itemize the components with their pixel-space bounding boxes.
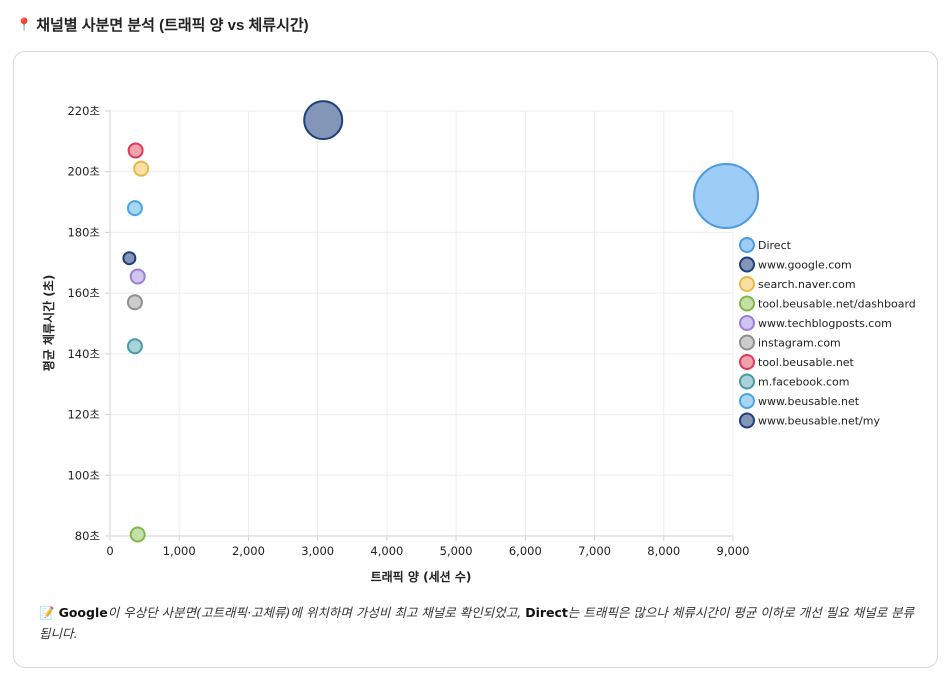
chart-card: [13, 51, 938, 668]
bubble-point[interactable]: [126, 294, 143, 311]
insight-note: 📝 Google이 우상단 사분면(고트래픽·고체류)에 위치하며 가성비 최고…: [39, 602, 919, 644]
y-tick-label: 100초: [67, 468, 100, 482]
legend-label[interactable]: www.google.com: [758, 259, 852, 272]
x-tick-label: 8,000: [647, 544, 680, 558]
legend-swatch: [739, 276, 755, 292]
x-tick-label: 9,000: [717, 544, 750, 558]
bubble-point[interactable]: [129, 526, 146, 543]
legend-label[interactable]: search.naver.com: [758, 278, 856, 291]
legend-label[interactable]: tool.beusable.net/dashboard: [758, 298, 916, 311]
x-tick-label: 6,000: [509, 544, 542, 558]
x-tick-label: 0: [106, 544, 113, 558]
x-tick-label: 1,000: [163, 544, 196, 558]
legend-swatch: [739, 295, 755, 312]
y-tick-label: 180초: [67, 225, 100, 239]
legend-label[interactable]: Direct: [758, 239, 792, 252]
note-text-1: 이 우상단 사분면(고트래픽·고체류)에 위치하며 가성비 최고 채널로 확인되…: [107, 605, 526, 620]
page-title-text: 채널별 사분면 분석 (트래픽 양 vs 체류시간): [36, 17, 309, 34]
x-tick-label: 2,000: [232, 544, 265, 558]
memo-icon: 📝: [39, 605, 55, 620]
x-axis-title: 트래픽 양 (세션 수): [371, 569, 472, 584]
pin-icon: 📍: [16, 16, 33, 32]
note-text-2: 는 트래픽은 많으나 체류시간이 평균 이하로 개선 필요 채널로 분류됩니다.: [39, 605, 915, 641]
legend-label[interactable]: www.beusable.net: [758, 395, 860, 408]
legend-label[interactable]: tool.beusable.net: [758, 356, 855, 369]
y-tick-label: 140초: [67, 347, 100, 361]
y-axis-title: 평균 체류시간 (초): [41, 275, 56, 372]
chart-grid: [109, 110, 734, 537]
legend-swatch: [739, 237, 755, 253]
note-strong-google: Google: [58, 605, 108, 620]
legend-swatch: [739, 315, 755, 331]
legend-swatch: [739, 393, 755, 409]
y-tick-label: 160초: [67, 286, 100, 300]
page-title: 📍 채널별 사분면 분석 (트래픽 양 vs 체류시간): [16, 14, 309, 35]
legend-label[interactable]: www.beusable.net/my: [758, 415, 880, 428]
legend-label[interactable]: m.facebook.com: [758, 376, 849, 389]
chart-bubbles: [122, 100, 760, 543]
chart-axes: 0 1,000 2,000 3,000 4,000 5,000 6,000 7,000 8,00…: [67, 104, 749, 558]
bubble-point[interactable]: [126, 200, 143, 217]
chart-legend: Direct www.google.com search.naver.com tool…: [739, 237, 916, 429]
x-tick-label: 5,000: [440, 544, 473, 558]
y-tick-label: 80초: [75, 529, 100, 543]
bubble-point[interactable]: [126, 338, 143, 355]
x-tick-label: 7,000: [578, 544, 611, 558]
bubble-point[interactable]: [133, 160, 150, 177]
bubble-point[interactable]: [127, 142, 144, 159]
x-tick-label: 4,000: [370, 544, 403, 558]
legend-swatch: [739, 256, 755, 273]
legend-swatch: [739, 334, 755, 351]
bubble-point[interactable]: [122, 251, 137, 266]
legend-label[interactable]: www.techblogposts.com: [758, 317, 892, 330]
legend-label[interactable]: instagram.com: [758, 337, 841, 350]
y-tick-label: 220초: [67, 104, 100, 118]
bubble-point[interactable]: [303, 100, 344, 141]
note-strong-direct: Direct: [525, 605, 568, 620]
legend-swatch: [739, 412, 755, 429]
y-tick-label: 200초: [67, 165, 100, 179]
legend-swatch: [739, 354, 755, 370]
bubble-point[interactable]: [129, 268, 146, 285]
legend-swatch: [739, 373, 755, 390]
bubble-point[interactable]: [693, 163, 760, 229]
x-tick-label: 3,000: [301, 544, 334, 558]
y-tick-label: 120초: [67, 408, 100, 422]
